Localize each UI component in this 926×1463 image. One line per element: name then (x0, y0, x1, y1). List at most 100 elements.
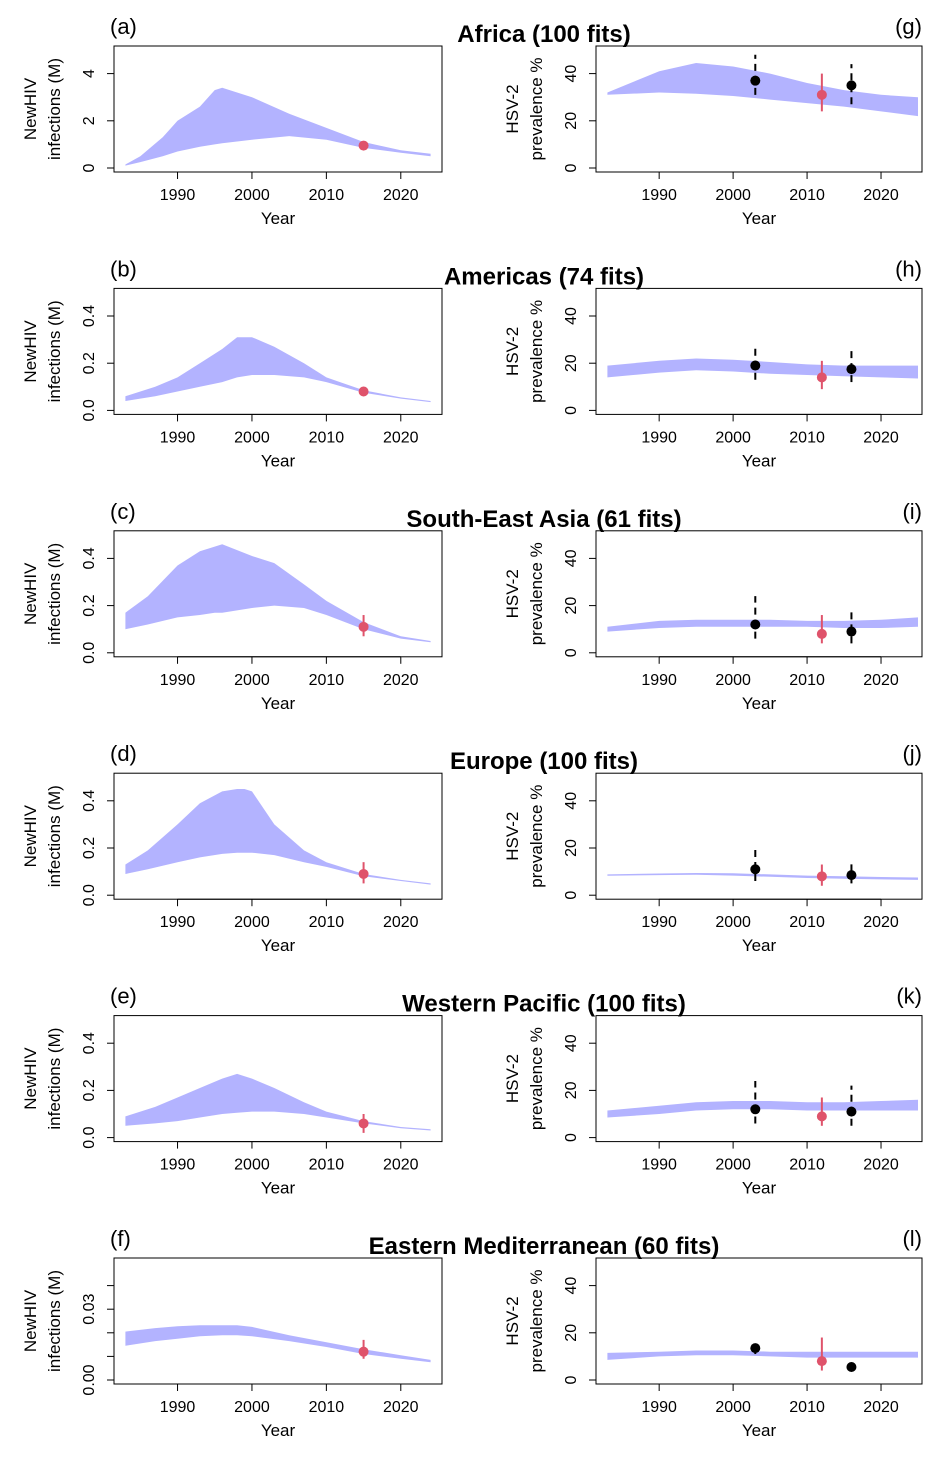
uncertainty-band (125, 1073, 431, 1131)
x-tick-label: 2010 (789, 914, 825, 931)
data-point (750, 619, 761, 630)
x-axis: 1990 2000 2010 2020 Year (641, 171, 899, 228)
x-tick-label: 2020 (863, 914, 899, 931)
y-tick-label: 0.03 (81, 1294, 98, 1325)
y-axis: 0 20 40 HSV-2 prevalence % (503, 785, 597, 900)
x-axis: 1990 2000 2010 2020 Year (160, 171, 419, 228)
y-tick-label: 20 (563, 1081, 580, 1099)
y-axis-label-line1: HSV-2 (503, 812, 522, 861)
x-tick-label: 2000 (234, 1157, 270, 1174)
data-point (750, 1104, 761, 1115)
panel-d: 1990 2000 2010 2020 Year 0.0 0.2 0.4 NewHIV infec… (21, 741, 638, 955)
y-tick-label: 40 (563, 549, 580, 567)
uncertainty-band (607, 1099, 918, 1118)
y-tick-label: 40 (563, 792, 580, 810)
y-axis-label-line1: HSV-2 (503, 84, 522, 133)
y-axis-label: HSV-2 prevalence % (503, 1027, 546, 1130)
panel-f: 1990 2000 2010 2020 Year 0.00 0.03 NewHIV infect… (21, 1226, 719, 1440)
y-axis: 0 20 40 HSV-2 prevalence % (503, 542, 597, 657)
x-tick-label: 1990 (160, 1399, 196, 1416)
y-tick-label: 20 (563, 354, 580, 372)
panel-label: (k) (896, 984, 922, 1009)
x-axis: 1990 2000 2010 2020 Year (160, 413, 419, 470)
plot-frame (595, 772, 923, 900)
y-tick-label: 0.4 (81, 1032, 98, 1054)
data-point (750, 1343, 761, 1354)
uncertainty-band (125, 544, 431, 643)
x-axis-label: Year (261, 1421, 296, 1440)
data-point (846, 626, 857, 637)
y-axis-label: HSV-2 prevalence % (503, 57, 546, 160)
x-tick-label: 2000 (234, 672, 270, 689)
x-axis: 1990 2000 2010 2020 Year (160, 898, 419, 955)
y-tick-label: 0 (81, 163, 98, 172)
x-tick-label: 2010 (789, 429, 825, 446)
panel-l: 1990 2000 2010 2020 Year 0 20 40 HSV-2 prevalence… (503, 1226, 923, 1440)
panel-label: (a) (110, 14, 137, 39)
x-tick-label: 2000 (715, 1157, 751, 1174)
y-axis-label-line1: HSV-2 (503, 569, 522, 618)
x-axis-label: Year (742, 1421, 777, 1440)
panel-label: (b) (110, 256, 137, 281)
x-axis: 1990 2000 2010 2020 Year (160, 1383, 419, 1440)
x-tick-label: 2000 (234, 1399, 270, 1416)
x-tick-label: 2010 (789, 1157, 825, 1174)
x-tick-label: 1990 (641, 187, 677, 204)
row-title: Europe (100 fits) (450, 748, 638, 775)
y-tick-label: 0.2 (81, 1079, 98, 1101)
panel-a: 1990 2000 2010 2020 Year 0 2 4 NewHIV infections … (21, 14, 631, 228)
model-point (358, 1346, 369, 1357)
data-point (846, 1362, 857, 1373)
data-point (750, 360, 761, 371)
x-axis-label: Year (742, 1179, 777, 1198)
y-tick-label: 20 (563, 1324, 580, 1342)
x-axis: 1990 2000 2010 2020 Year (641, 1141, 899, 1198)
x-axis-label: Year (261, 451, 296, 470)
y-tick-label: 0 (563, 163, 580, 172)
uncertainty-band (607, 617, 918, 632)
plot-frame (595, 530, 923, 658)
x-tick-label: 1990 (160, 914, 196, 931)
y-axis-label-line2: infections (M) (45, 543, 64, 645)
x-axis-label: Year (742, 694, 777, 713)
y-tick-label: 0.4 (81, 305, 98, 327)
data-point (750, 75, 761, 86)
y-axis: 0 20 40 HSV-2 prevalence % (503, 300, 597, 415)
x-tick-label: 2000 (234, 187, 270, 204)
panel-label: (e) (110, 984, 137, 1009)
y-tick-label: 0.4 (81, 547, 98, 569)
x-tick-label: 2010 (789, 672, 825, 689)
x-tick-label: 1990 (641, 672, 677, 689)
x-axis: 1990 2000 2010 2020 Year (160, 1141, 419, 1198)
x-tick-label: 1990 (160, 672, 196, 689)
y-tick-label: 0.2 (81, 837, 98, 859)
panel-label: (f) (110, 1226, 131, 1251)
model-point (358, 621, 369, 632)
y-axis-label-line1: NewHIV (21, 77, 40, 140)
y-tick-label: 0.0 (81, 642, 98, 664)
panel-label: (g) (895, 14, 922, 39)
x-tick-label: 2020 (383, 187, 419, 204)
x-axis: 1990 2000 2010 2020 Year (641, 413, 899, 470)
x-axis-label: Year (742, 451, 777, 470)
x-tick-label: 2020 (863, 429, 899, 446)
y-tick-label: 0.4 (81, 790, 98, 812)
y-tick-label: 4 (81, 69, 98, 78)
y-tick-label: 0.0 (81, 1126, 98, 1148)
y-tick-label: 0.00 (81, 1364, 98, 1395)
x-axis-label: Year (742, 936, 777, 955)
y-axis-label: NewHIV infections (M) (21, 300, 64, 402)
x-axis-label: Year (742, 209, 777, 228)
model-point (358, 386, 369, 397)
y-axis-label-line2: prevalence % (527, 785, 546, 888)
plot-frame (595, 1015, 923, 1143)
x-tick-label: 2020 (863, 187, 899, 204)
y-tick-label: 0 (563, 1133, 580, 1142)
plot-frame (595, 287, 923, 415)
y-axis-label-line1: HSV-2 (503, 327, 522, 376)
x-tick-label: 2000 (715, 672, 751, 689)
y-axis-label-line1: NewHIV (21, 1289, 40, 1352)
model-point (358, 1118, 369, 1129)
panel-c: 1990 2000 2010 2020 Year 0.0 0.2 0.4 NewHIV infec… (21, 499, 682, 713)
x-tick-label: 2010 (789, 187, 825, 204)
